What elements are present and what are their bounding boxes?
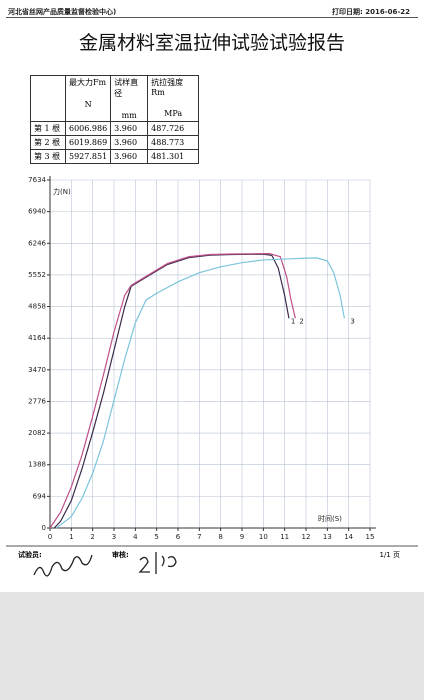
x-tick-label: 8 [218,533,222,541]
x-tick-label: 7 [197,533,201,541]
x-tick-label: 9 [240,533,244,541]
x-tick-label: 4 [133,533,138,541]
header-row: 最大力Fm N 试样直径 mm 抗拉强度Rm MPa [30,75,200,122]
y-tick-label: 4164 [28,334,46,342]
curve-label: 2 [299,317,303,325]
reviewer-signature [138,552,177,574]
x-tick-label: 15 [366,533,375,541]
data-cell: 481.301 [147,149,200,164]
x-axis-title: 时间(S) [318,514,342,523]
col-title: 抗拉强度Rm [151,78,184,97]
col-unit: mm [121,111,137,120]
header-cell: 最大力Fm N [64,75,112,122]
force-curve [53,253,290,529]
curve-label: 1 [291,317,295,325]
x-tick-label: 10 [259,533,268,541]
x-tick-label: 5 [154,533,158,541]
corner-cell [30,75,66,122]
page-number: 1/1 页 [379,551,401,559]
y-tick-label: 1388 [28,461,46,469]
y-tick-label: 2082 [28,429,46,437]
header-rule [6,17,418,18]
org-name: 河北省丝网产品质量监督检验中心) [8,8,117,16]
col-unit: N [84,100,92,109]
tester-label: 试验员: [18,551,42,559]
result-table: 最大力Fm N 试样直径 mm 抗拉强度Rm MPa 第 1 根 6006.986 3.9… [30,75,200,164]
y-tick-label: 3470 [28,366,46,374]
x-tick-label: 6 [176,533,181,541]
chart: 0694138820822776347041644858555262466940… [6,176,418,577]
y-tick-label: 5552 [28,271,46,279]
x-tick-label: 12 [302,533,311,541]
col-title: 试样直径 [114,78,139,98]
force-curve [56,257,345,529]
x-tick-label: 14 [344,533,353,541]
x-tick-label: 1 [69,533,73,541]
y-tick-label: 6246 [28,239,46,247]
report-page: 河北省丝网产品质量监督检验中心) 打印日期: 2016-06-22 金属材料室温… [0,0,424,592]
x-tick-label: 0 [48,533,52,541]
y-tick-label: 0 [42,524,46,532]
y-tick-label: 7634 [28,176,46,184]
data-cell: 5927.851 [64,149,112,164]
report-title: 金属材料室温拉伸试验试验报告 [78,32,345,54]
col-title: 最大力Fm [69,78,107,87]
data-cell: 第 3 根 [30,149,66,164]
x-tick-label: 13 [323,533,332,541]
force-curve [49,252,296,529]
curve-label: 3 [350,317,354,325]
x-tick-label: 3 [112,533,116,541]
y-tick-label: 694 [33,492,47,500]
col-unit: MPa [164,109,183,118]
data-row: 第 3 根 5927.851 3.960 481.301 [30,149,200,164]
x-tick-label: 11 [280,533,289,541]
tester-signature [33,554,93,577]
y-tick-label: 2776 [28,397,46,405]
print-date: 打印日期: 2016-06-22 [331,8,410,16]
y-tick-label: 6940 [28,208,46,216]
reviewer-label: 审核: [112,551,129,559]
y-tick-label: 4858 [28,303,46,311]
y-axis-title: 力(N) [53,187,71,196]
x-tick-label: 2 [90,533,94,541]
